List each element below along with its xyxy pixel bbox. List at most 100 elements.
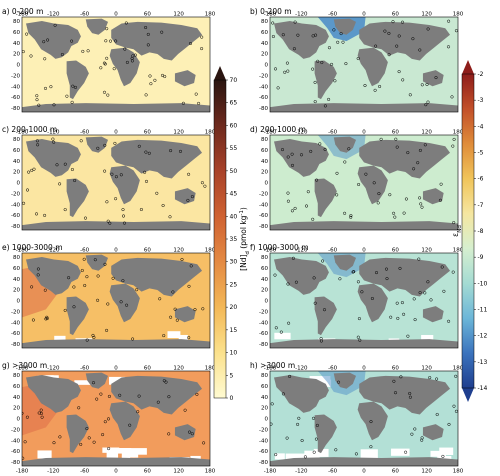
lon-tick-top: -180 — [264, 130, 277, 136]
observation-point — [435, 377, 439, 381]
lat-tick: 60 — [261, 266, 268, 272]
observation-point — [312, 276, 316, 280]
observation-point — [63, 162, 67, 166]
observation-point — [293, 20, 297, 24]
lat-tick: -20 — [11, 427, 20, 433]
observation-point — [447, 319, 451, 323]
observation-point — [315, 178, 319, 182]
observation-point — [391, 20, 395, 24]
lon-tick-bottom: -60 — [328, 469, 337, 475]
observation-point — [72, 305, 76, 309]
observation-point — [336, 380, 341, 384]
observation-point — [27, 170, 31, 174]
observation-point — [315, 423, 319, 427]
observation-point — [37, 411, 41, 415]
observation-point — [344, 62, 348, 66]
lat-tick: 0 — [265, 417, 269, 423]
observation-point — [160, 73, 165, 77]
observation-point — [200, 35, 204, 39]
observation-point — [402, 211, 406, 215]
lon-tick-bottom: 60 — [144, 469, 151, 475]
observation-point — [139, 207, 143, 212]
observation-point — [180, 257, 184, 262]
map-border — [269, 370, 459, 467]
observation-point — [65, 94, 69, 98]
observation-point — [420, 436, 424, 440]
observation-point — [438, 198, 442, 202]
observation-point — [357, 182, 361, 187]
observation-point — [401, 78, 405, 82]
observation-point — [190, 432, 194, 436]
observation-point — [452, 404, 456, 408]
lat-tick: 0 — [17, 181, 21, 187]
observation-point — [360, 290, 364, 294]
observation-point — [133, 53, 137, 57]
observation-point — [323, 147, 327, 152]
lat-tick: 20 — [13, 52, 20, 58]
observation-point — [270, 422, 273, 426]
lon-tick-top: 60 — [392, 248, 399, 254]
observation-point — [107, 447, 111, 451]
observation-point — [32, 167, 36, 171]
observation-point — [106, 93, 110, 97]
lat-tick: 40 — [261, 41, 268, 47]
observation-point — [60, 52, 64, 57]
observation-point — [114, 175, 118, 179]
observation-point — [43, 288, 47, 292]
lon-tick-top: -60 — [328, 12, 337, 18]
lon-tick-top: 180 — [453, 366, 464, 372]
lat-tick: 20 — [13, 170, 20, 176]
lon-tick-top: 180 — [453, 248, 464, 254]
observation-point — [22, 456, 25, 460]
observation-point — [188, 41, 193, 46]
observation-point — [369, 445, 373, 449]
observation-point — [30, 168, 34, 172]
end-colorbar-tick: -6 — [478, 176, 484, 183]
observation-point — [285, 61, 289, 65]
lon-tick-top: 180 — [205, 130, 216, 136]
observation-point — [447, 19, 451, 23]
observation-point — [309, 149, 313, 153]
observation-point — [106, 417, 111, 421]
observation-point — [106, 302, 110, 306]
lat-tick: -60 — [11, 213, 20, 219]
lat-tick: -80 — [11, 106, 20, 112]
observation-point — [393, 215, 397, 219]
lat-tick: 80 — [13, 137, 20, 143]
observation-point — [323, 104, 327, 108]
observation-point — [299, 153, 304, 157]
nd-colorbar-tick: 40 — [230, 213, 238, 220]
observation-point — [294, 280, 298, 284]
colorbars: 0 5 10 15 20 25 30 35 40 45 50 55 60 65 70 [Nd]d (pmol … — [213, 60, 487, 402]
observation-point — [148, 74, 152, 78]
lon-tick-bottom: 120 — [421, 469, 432, 475]
observation-point — [330, 62, 334, 66]
observation-point — [158, 297, 162, 301]
observation-point — [313, 301, 317, 305]
observation-point — [397, 70, 401, 74]
observation-point — [334, 448, 338, 452]
lon-tick-top: 60 — [144, 366, 151, 372]
lat-tick: 20 — [13, 288, 20, 294]
observation-point — [167, 395, 171, 399]
observation-point — [439, 182, 443, 186]
observation-point — [107, 394, 111, 398]
nodata-patch — [167, 331, 181, 339]
lat-tick: 0 — [265, 181, 269, 187]
observation-point — [113, 141, 117, 145]
lat-tick: 60 — [261, 148, 268, 154]
observation-point — [101, 433, 105, 437]
lon-tick-top: 120 — [421, 248, 432, 254]
observation-point — [202, 441, 206, 445]
end-colorbar-tick: -5 — [478, 150, 484, 157]
observation-point — [423, 291, 427, 295]
observation-point — [290, 163, 295, 167]
observation-point — [200, 181, 204, 185]
panel-label-c: c) 200-1000 m — [2, 125, 57, 134]
nd-colorbar-tick: 60 — [230, 122, 238, 129]
observation-point — [91, 333, 95, 337]
observation-point — [187, 430, 192, 434]
observation-point — [143, 170, 147, 174]
observation-point — [283, 70, 287, 74]
